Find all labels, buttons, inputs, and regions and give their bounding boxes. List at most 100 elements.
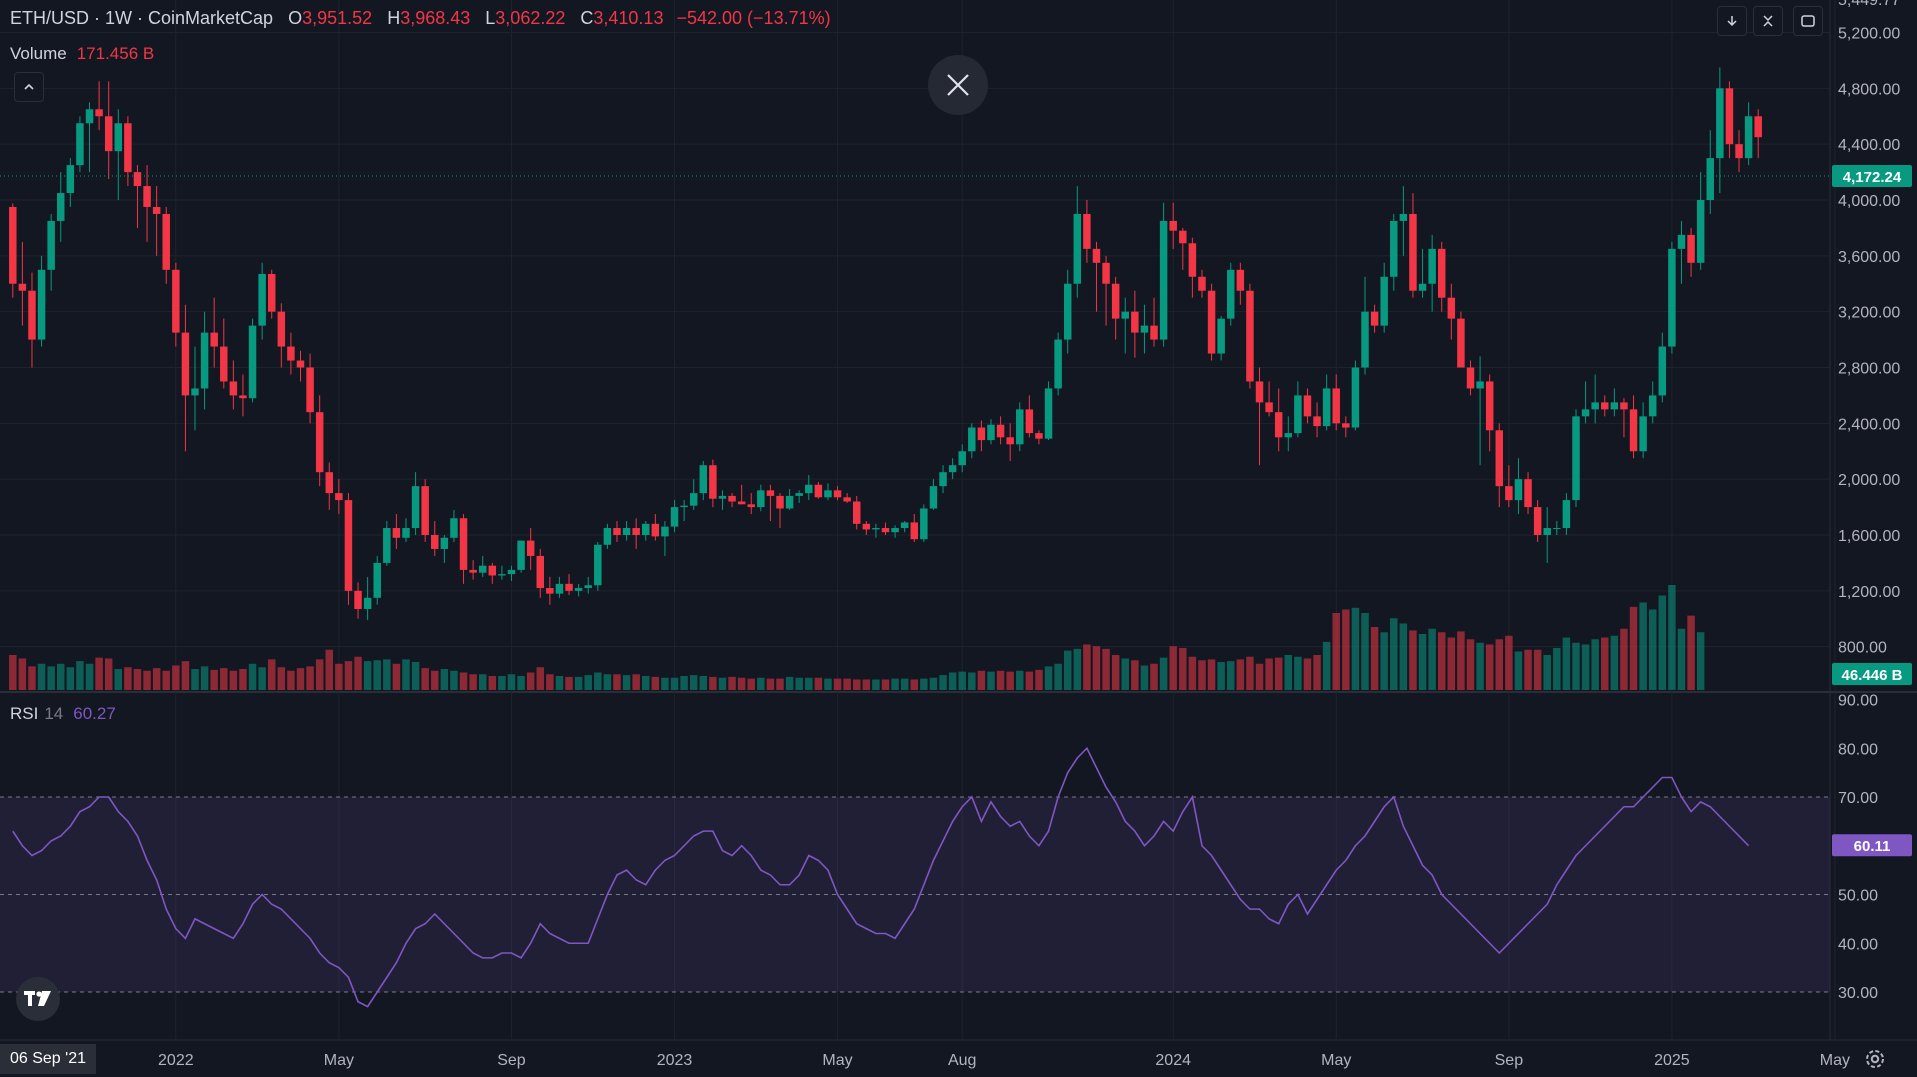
candle-body bbox=[1284, 433, 1293, 438]
candle-body bbox=[737, 501, 746, 505]
candle-body bbox=[239, 395, 247, 399]
candle-body bbox=[1428, 248, 1436, 284]
candle-body bbox=[1562, 500, 1571, 529]
volume-bar bbox=[689, 675, 698, 690]
volume-bar bbox=[478, 674, 487, 690]
tradingview-logo[interactable] bbox=[16, 977, 60, 1021]
candle-body bbox=[1514, 479, 1523, 501]
time-tick-label: Sep bbox=[1495, 1052, 1524, 1069]
symbol-legend: ETH/USD · 1W · CoinMarketCap O3,951.52 H… bbox=[10, 8, 831, 29]
settings-button[interactable] bbox=[1862, 1046, 1888, 1072]
candle-body bbox=[872, 528, 880, 530]
candle-body bbox=[181, 332, 190, 396]
volume-legend[interactable]: Volume 171.456 B bbox=[10, 44, 154, 64]
rsi-legend[interactable]: RSI 14 60.27 bbox=[10, 704, 116, 724]
volume-bar bbox=[1409, 630, 1417, 690]
maximize-pane-button[interactable] bbox=[1793, 6, 1823, 36]
rsi-label: RSI bbox=[10, 704, 39, 723]
volume-bar bbox=[1639, 602, 1647, 690]
volume-bar bbox=[1025, 671, 1034, 690]
volume-bar bbox=[872, 679, 880, 690]
candle-body bbox=[603, 528, 612, 545]
candle-body bbox=[1735, 144, 1743, 159]
volume-bar bbox=[47, 666, 55, 690]
candle-body bbox=[411, 486, 420, 529]
candle-body bbox=[1111, 283, 1120, 319]
volume-bar bbox=[1601, 637, 1609, 690]
candle-body bbox=[1083, 213, 1091, 249]
collapse-pane-button[interactable] bbox=[1753, 6, 1783, 36]
candle-body bbox=[450, 518, 458, 538]
close-icon bbox=[947, 74, 969, 96]
symbol-title[interactable]: ETH/USD · 1W · CoinMarketCap bbox=[10, 8, 274, 28]
candle-body bbox=[1169, 220, 1177, 231]
volume-bar bbox=[1351, 607, 1360, 690]
volume-bar bbox=[172, 665, 180, 690]
candle-body bbox=[1207, 290, 1216, 354]
volume-bar bbox=[1255, 663, 1264, 690]
close-button[interactable] bbox=[928, 55, 988, 115]
candle-body bbox=[1179, 230, 1187, 244]
volume-bar bbox=[526, 672, 535, 690]
candle-body bbox=[296, 360, 305, 368]
collapse-legend-button[interactable] bbox=[14, 72, 44, 102]
candle-body bbox=[220, 346, 228, 382]
candle-body bbox=[1677, 234, 1686, 249]
volume-bar bbox=[948, 672, 957, 690]
candle-body bbox=[104, 116, 113, 152]
volume-bar bbox=[28, 666, 36, 690]
low-value: 3,062.22 bbox=[495, 8, 566, 28]
candle-body bbox=[57, 193, 65, 221]
rsi-value: 60.27 bbox=[73, 704, 116, 723]
candle-body bbox=[862, 523, 871, 530]
candle-body bbox=[1380, 276, 1388, 326]
volume-bar bbox=[1658, 595, 1667, 690]
candle-body bbox=[1476, 381, 1484, 389]
candle-body bbox=[948, 465, 957, 473]
volume-bar bbox=[1102, 648, 1110, 690]
time-tick-label: 2025 bbox=[1654, 1052, 1690, 1069]
change-value: −542.00 (−13.71%) bbox=[676, 8, 831, 28]
volume-bar bbox=[104, 658, 113, 690]
time-tick-label: May bbox=[822, 1052, 852, 1069]
move-pane-down-button[interactable] bbox=[1717, 6, 1747, 36]
volume-bar bbox=[335, 663, 343, 690]
rsi-line bbox=[12, 746, 1750, 1008]
candle-body bbox=[517, 540, 525, 570]
volume-bar bbox=[1111, 655, 1120, 690]
fullscreen-icon bbox=[1801, 15, 1815, 27]
volume-bar bbox=[1591, 639, 1599, 690]
volume-bar bbox=[1044, 666, 1053, 690]
volume-bar bbox=[584, 675, 592, 690]
price-tick-label: 4,400.00 bbox=[1838, 137, 1900, 154]
candle-body bbox=[1706, 158, 1714, 200]
candle-body bbox=[267, 273, 276, 312]
volume-bar bbox=[114, 669, 123, 690]
volume-bar bbox=[1380, 632, 1388, 690]
volume-bar bbox=[1562, 637, 1571, 690]
candle-body bbox=[1457, 318, 1465, 368]
candle-body bbox=[661, 526, 669, 537]
open-value: 3,951.52 bbox=[302, 8, 373, 28]
volume-bar bbox=[258, 667, 266, 690]
volume-bar bbox=[1188, 656, 1197, 690]
time-tick-label: 2024 bbox=[1155, 1052, 1191, 1069]
rsi-tick-label: 40.00 bbox=[1838, 936, 1878, 953]
candle-body bbox=[124, 123, 132, 173]
candle-body bbox=[881, 528, 890, 533]
volume-bar bbox=[709, 676, 717, 690]
high-label: H bbox=[387, 8, 401, 28]
rsi-tick-label: 70.00 bbox=[1838, 790, 1878, 807]
volume-bar bbox=[1370, 627, 1379, 690]
volume-bar bbox=[1179, 648, 1187, 690]
volume-bar bbox=[1447, 637, 1456, 690]
volume-bar bbox=[1054, 663, 1062, 690]
volume-bar bbox=[536, 667, 544, 690]
volume-bar bbox=[555, 676, 564, 690]
candle-body bbox=[1274, 412, 1283, 438]
settings-gear-icon bbox=[1866, 1050, 1884, 1068]
candle-body bbox=[757, 490, 765, 508]
candle-body bbox=[1063, 283, 1072, 340]
candle-body bbox=[594, 544, 602, 586]
